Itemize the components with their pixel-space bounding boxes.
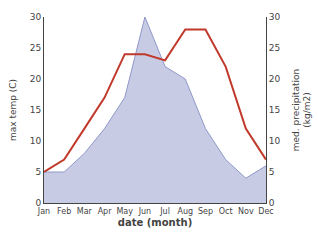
svg-text:10: 10 (30, 136, 42, 146)
svg-text:25: 25 (30, 43, 41, 53)
svg-text:med. precipitation(kg/m2): med. precipitation(kg/m2) (291, 69, 313, 151)
svg-text:15: 15 (30, 105, 41, 115)
svg-text:Jun: Jun (138, 207, 152, 216)
svg-text:max temp (C): max temp (C) (8, 79, 18, 141)
svg-text:20: 20 (269, 74, 281, 84)
svg-text:Aug: Aug (177, 207, 193, 216)
svg-text:20: 20 (30, 74, 42, 84)
svg-text:30: 30 (269, 12, 281, 22)
svg-text:Feb: Feb (57, 207, 71, 216)
svg-text:5: 5 (35, 167, 41, 177)
svg-text:Jan: Jan (37, 207, 50, 216)
svg-text:25: 25 (269, 43, 280, 53)
svg-text:May: May (116, 207, 133, 216)
svg-text:10: 10 (269, 136, 281, 146)
svg-text:Jul: Jul (159, 207, 170, 216)
svg-text:0: 0 (35, 198, 41, 208)
svg-text:Mar: Mar (77, 207, 93, 216)
svg-text:Nov: Nov (238, 207, 254, 216)
svg-text:Apr: Apr (98, 207, 113, 216)
svg-text:0: 0 (269, 198, 275, 208)
svg-text:Dec: Dec (258, 207, 273, 216)
svg-text:5: 5 (269, 167, 275, 177)
svg-text:Sep: Sep (198, 207, 213, 216)
svg-text:30: 30 (30, 12, 42, 22)
svg-text:Oct: Oct (219, 207, 233, 216)
svg-text:15: 15 (269, 105, 280, 115)
svg-text:date (month): date (month) (118, 217, 192, 228)
